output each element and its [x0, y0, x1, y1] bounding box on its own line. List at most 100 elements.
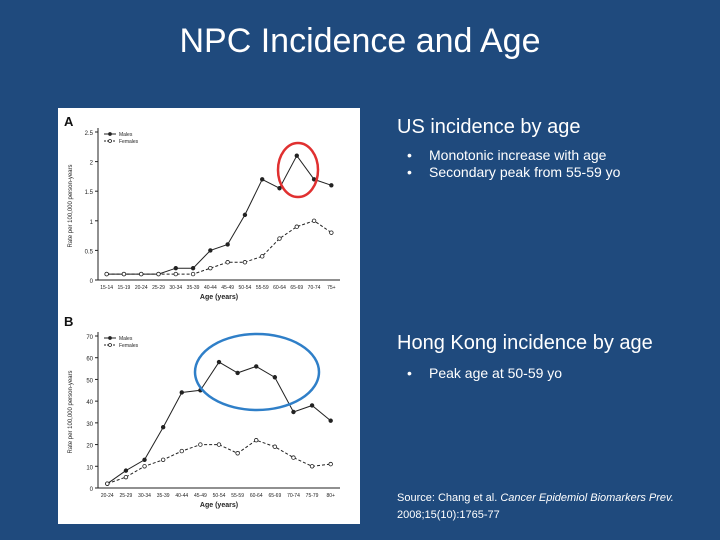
panel-a-females-point — [139, 271, 144, 277]
panel-b-y-tick-label: 50 — [86, 378, 93, 384]
panel-b-x-tick-label: 40-44 — [175, 493, 188, 499]
panel-b-y-tick-label: 30 — [86, 422, 93, 428]
slide-title: NPC Incidence and Age — [179, 22, 541, 60]
panel-b-legend-marker — [108, 343, 112, 347]
panel-a-series-males-line — [106, 154, 332, 275]
panel-b-legend-label: Females — [119, 343, 139, 349]
panel-a-females-point — [121, 271, 127, 277]
us-bullet-list: • Monotonic increase with age • Secondary … — [397, 147, 707, 181]
us-bullet-1: • Monotonic increase with age — [407, 147, 607, 163]
panel-b-females-point — [142, 464, 147, 469]
panel-b-females-point — [328, 461, 333, 467]
us-section: US incidence by age • Monotonic increase … — [397, 116, 707, 181]
panel-a-y-tick-label: 0 — [90, 279, 94, 285]
source-journal: Cancer Epidemiol Biomarkers Prev. — [500, 492, 674, 504]
source-ref: 2008;15(10):1765-77 — [397, 509, 500, 521]
panel-b-females-point — [309, 464, 315, 469]
panel-b-legend-label: Males — [119, 336, 133, 342]
panel-b-females-point — [105, 481, 110, 486]
panel-a-females-point — [225, 260, 230, 265]
panel-a-legend-label: Females — [119, 139, 139, 145]
panel-b-females-point — [235, 451, 240, 456]
panel-b-males-point — [254, 364, 259, 369]
panel-a-y-tick-label: 2.5 — [85, 131, 94, 137]
panel-a-females-point — [311, 218, 317, 223]
panel-a-label: A — [64, 114, 74, 129]
panel-b-label: B — [64, 314, 73, 329]
panel-a-x-tick-label: 15-19 — [118, 285, 131, 291]
panel-b-females-point — [123, 474, 129, 480]
panel-a-x-tick-label: 75+ — [327, 285, 336, 291]
panel-a-y-tick-label: 0.5 — [85, 249, 94, 255]
incidence-figure: A 0 0.5 1 1.5 2 2.5 15-14 15-19 20-24 25-29 30-34 35… — [58, 108, 360, 524]
panel-b-males-point — [309, 403, 315, 408]
panel-b-males-point — [272, 375, 278, 380]
panel-a-x-tick-label: 25-29 — [152, 285, 165, 291]
panel-a-females-point — [277, 236, 282, 241]
panel-a-males-point — [260, 177, 265, 182]
panel-a-x-tick-label: 20-24 — [135, 285, 148, 291]
panel-a-x-tick-label: 35-39 — [187, 285, 200, 291]
source-prefix: Source: Chang et al. — [397, 492, 498, 504]
panel-a-females-point — [208, 265, 213, 271]
panel-b-series-males-line — [107, 361, 332, 485]
panel-b-x-tick-label: 45-49 — [194, 493, 207, 499]
panel-b-x-tick-label: 55-59 — [231, 493, 244, 499]
panel-a-females-point — [190, 271, 196, 277]
panel-b-males-point — [179, 390, 184, 395]
panel-b-x-tick-label: 70-74 — [287, 493, 300, 499]
panel-b-females-point — [272, 444, 278, 449]
panel-a-series-females-line — [106, 220, 332, 275]
panel-a-females-point — [173, 271, 178, 277]
panel-b-x-tick-label: 60-64 — [250, 493, 263, 499]
panel-b-females-point — [291, 455, 296, 460]
panel-a-x-tick-label: 55-59 — [256, 285, 269, 291]
hk-bullet-1: • Peak age at 50-59 yo — [407, 365, 563, 381]
panel-a-x-tick-label: 30-34 — [169, 285, 182, 291]
panel-b-males-point — [328, 418, 333, 423]
panel-a-legend-marker — [108, 132, 112, 136]
us-bullet-2: • Secondary peak from 55-59 yo — [407, 164, 621, 180]
panel-a-females-point — [242, 260, 248, 265]
panel-b-females-point — [160, 457, 166, 462]
panel-a-x-tick-label: 70-74 — [308, 285, 321, 291]
panel-b-females-point — [254, 438, 259, 443]
panel-b-x-tick-label: 25-29 — [120, 493, 133, 499]
panel-a-y-tick-label: 1.5 — [85, 190, 94, 196]
panel-b-females-point — [198, 442, 203, 447]
source-citation: Source: Chang et al. Cancer Epidemiol Bi… — [397, 490, 707, 524]
panel-a-females-point — [294, 224, 299, 229]
panel-a-females-point — [329, 230, 334, 235]
panel-a-x-tick-label: 45-49 — [221, 285, 234, 291]
panel-b-x-tick-label: 75-79 — [306, 493, 319, 499]
panel-a-x-tick-label: 50-54 — [239, 285, 252, 291]
panel-b-legend-marker — [108, 336, 112, 340]
incidence-charts-svg: A 0 0.5 1 1.5 2 2.5 15-14 15-19 20-24 25-29 30-34 35… — [64, 114, 340, 509]
panel-a-x-tick-label: 60-64 — [273, 285, 286, 291]
panel-b-males-point — [235, 370, 240, 376]
panel-a-legend-marker — [108, 139, 112, 143]
panel-b-x-tick-label: 30-34 — [138, 493, 151, 499]
panel-a-females-point — [156, 271, 161, 277]
panel-b-females-point — [179, 448, 184, 454]
panel-a-y-tick-label: 2 — [90, 161, 94, 167]
panel-b-y-tick-label: 70 — [86, 335, 93, 341]
panel-b-x-tick-label: 50-54 — [213, 493, 226, 499]
panel-a-males-point — [208, 248, 213, 253]
panel-a-females-point — [104, 271, 109, 277]
panel-b-y-tick-label: 0 — [90, 487, 94, 493]
panel-b-y-tick-label: 10 — [86, 465, 93, 471]
panel-a-y-tick-label: 1 — [90, 220, 94, 226]
panel-a-x-axis-title: Age (years) — [200, 294, 238, 301]
panel-b-x-tick-label: 20-24 — [101, 493, 114, 499]
panel-b-y-tick-label: 60 — [86, 357, 93, 363]
panel-b-y-axis-title: Rate per 100,000 person-years — [68, 370, 74, 453]
panel-a-males-point — [242, 212, 248, 218]
panel-b-males-point — [291, 409, 296, 415]
panel-a-males-point — [190, 265, 196, 271]
panel-b-highlight-circle — [193, 332, 321, 412]
panel-a-x-tick-label: 15-14 — [100, 285, 113, 291]
panel-b-males-point — [142, 457, 147, 462]
panel-b-males-point — [216, 359, 222, 365]
panel-a-males-point — [277, 186, 282, 191]
